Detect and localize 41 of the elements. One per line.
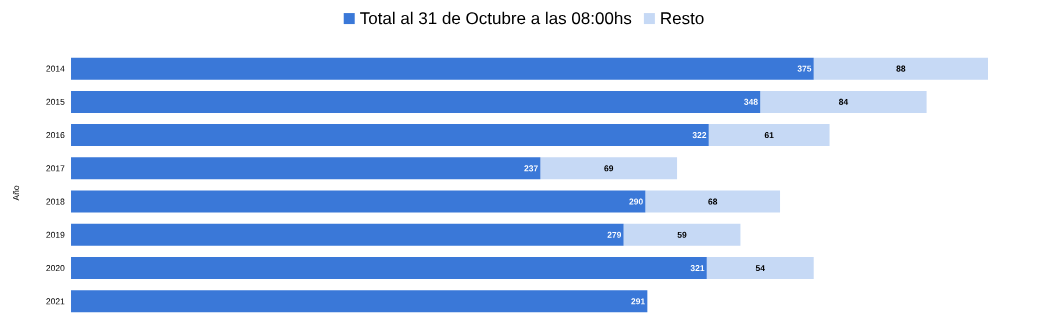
data-label: 61 <box>764 132 774 139</box>
data-label: 290 <box>629 198 643 205</box>
y-tick-label: 2015 <box>46 98 65 105</box>
data-label: 59 <box>677 231 687 238</box>
data-label: 237 <box>524 165 538 172</box>
y-tick-label: 2019 <box>46 231 65 238</box>
data-label: 88 <box>896 65 906 72</box>
bar <box>706 257 814 280</box>
y-tick-label: 2014 <box>46 65 65 72</box>
bar <box>71 223 624 246</box>
legend-label: Total al 31 de Octubre a las 08:00hs <box>360 11 632 25</box>
data-label: 279 <box>607 231 622 238</box>
bar <box>645 190 781 213</box>
y-tick-label: 2021 <box>46 298 65 305</box>
data-label: 291 <box>631 298 645 305</box>
y-tick-label: 2016 <box>46 132 65 139</box>
bar <box>71 90 761 113</box>
bar <box>71 290 648 313</box>
data-label: 68 <box>708 198 718 205</box>
y-axis-title: Año <box>12 185 20 201</box>
y-tick-label: 2018 <box>46 198 65 205</box>
y-tick-label: 2017 <box>46 165 65 172</box>
bar <box>71 124 709 147</box>
bar <box>71 257 707 280</box>
y-tick-label: 2020 <box>46 265 65 272</box>
bar <box>540 157 678 180</box>
bar <box>71 57 814 80</box>
data-label: 54 <box>755 265 765 272</box>
data-label: 375 <box>797 65 812 72</box>
bar <box>708 124 830 147</box>
bar <box>71 157 541 180</box>
bar <box>760 90 927 113</box>
bar <box>623 223 741 246</box>
data-label: 321 <box>690 265 705 272</box>
bar <box>813 57 988 80</box>
data-label: 69 <box>604 165 614 172</box>
data-label: 84 <box>838 98 849 105</box>
legend-label: Resto <box>661 12 704 25</box>
data-label: 322 <box>692 132 707 139</box>
data-label: 348 <box>744 98 758 105</box>
bar <box>71 190 646 213</box>
